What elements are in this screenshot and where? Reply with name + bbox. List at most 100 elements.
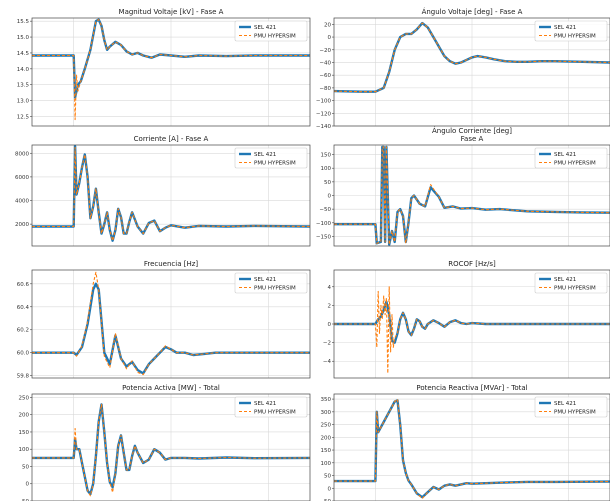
y-tick-label: 0 <box>328 486 332 492</box>
y-tick-label: 150 <box>321 448 332 454</box>
chart-panel-6: ROCOF [Hz/s] 4 2 0 −2 −4 SEL 421 PMU HYPERSIM <box>323 260 610 379</box>
series-pmu-hypersim-line <box>32 403 310 497</box>
y-tick-label: 60.6 <box>17 282 30 288</box>
y-tick-label: 200 <box>19 413 30 419</box>
y-tick-label: 100 <box>19 447 30 453</box>
legend-sel-label: SEL 421 <box>554 401 576 407</box>
plot-frame <box>31 144 311 247</box>
y-tick-label: 60.0 <box>17 351 30 357</box>
legend-box <box>534 20 608 42</box>
y-tick-label: 15.5 <box>17 19 30 25</box>
y-tick-label: 8000 <box>15 151 29 157</box>
chart-title: ROCOF [Hz/s] <box>448 260 496 268</box>
y-tick-label: −40 <box>319 60 331 66</box>
y-tick-label: 0 <box>328 322 332 328</box>
y-tick-label: 59.8 <box>17 374 30 380</box>
y-tick-label: 13.5 <box>17 83 30 89</box>
chart-panel-2: Ángulo Voltaje [deg] - Fase A 20 0 −20 −40 −6… <box>316 7 610 130</box>
y-tick-label: −100 <box>316 99 332 105</box>
y-tick-label: 100 <box>321 166 332 172</box>
legend-pmu-label: PMU HYPERSIM <box>254 34 296 40</box>
legend-box <box>534 272 608 294</box>
y-tick-label: 14.5 <box>17 51 30 57</box>
y-tick-label: 0 <box>328 35 332 41</box>
y-tick-label: 6000 <box>15 175 29 181</box>
chart-title: Ángulo Corriente [deg] <box>432 126 512 135</box>
series-pmu-hypersim-line <box>32 146 310 242</box>
chart-panel-1: Magnitud Voltaje [kV] - Fase A 12.5 13.0 13… <box>17 8 311 127</box>
y-tick-label: 50 <box>324 474 331 480</box>
series-pmu-hypersim-line <box>334 146 610 246</box>
y-tick-label: −100 <box>316 221 332 227</box>
y-tick-label: 2000 <box>15 222 29 228</box>
y-tick-label: −20 <box>319 48 331 54</box>
plot-frame <box>31 17 311 127</box>
series-pmu-hypersim-line <box>334 286 610 374</box>
legend-sel-label: SEL 421 <box>554 25 576 31</box>
y-tick-label: 0 <box>26 482 30 488</box>
y-tick-label: 150 <box>321 153 332 159</box>
series-pmu-hypersim-line <box>334 22 610 93</box>
legend-pmu-label: PMU HYPERSIM <box>554 286 596 292</box>
legend-sel-label: SEL 421 <box>254 401 276 407</box>
y-tick-label: 200 <box>321 435 332 441</box>
legend-pmu-label: PMU HYPERSIM <box>554 34 596 40</box>
y-tick-label: 60.4 <box>17 305 30 311</box>
plot-frame <box>333 269 610 379</box>
chart-title: Magnitud Voltaje [kV] - Fase A <box>119 8 224 16</box>
y-tick-label: 12.5 <box>17 114 30 120</box>
y-tick-label: −4 <box>323 359 332 365</box>
chart-title: Potencia Reactiva [MVAr] - Total <box>416 384 527 392</box>
y-tick-label: 20 <box>324 22 331 28</box>
chart-panel-3: Corriente [A] - Fase A 2000 4000 6000 8000 SE… <box>15 135 311 247</box>
chart-title: Potencia Activa [MW] - Total <box>122 384 220 392</box>
chart-title: Frecuencia [Hz] <box>144 260 199 268</box>
chart-panel-5: Frecuencia [Hz] 59.8 60.0 60.2 60.4 60.6 SEL 4… <box>17 260 311 380</box>
chart-panel-4: Ángulo Corriente [deg]Fase A 150 100 50 0 −50… <box>316 126 610 247</box>
y-tick-label: −120 <box>316 111 332 117</box>
plot-frame <box>333 144 610 247</box>
y-tick-label: 15.0 <box>17 35 30 41</box>
y-tick-label: −140 <box>316 124 332 130</box>
plot-frame <box>31 393 311 501</box>
series-pmu-hypersim-line <box>32 19 310 121</box>
y-tick-label: −50 <box>319 499 331 501</box>
y-tick-label: −150 <box>316 234 332 240</box>
y-tick-label: 13.0 <box>17 99 30 105</box>
y-tick-label: 60.2 <box>17 328 29 334</box>
chart-title: Ángulo Voltaje [deg] - Fase A <box>422 7 523 16</box>
plot-frame <box>31 269 311 379</box>
legend-sel-label: SEL 421 <box>254 25 276 31</box>
y-tick-label: −50 <box>319 207 331 213</box>
y-tick-label: 0 <box>328 194 332 200</box>
legend-sel-label: SEL 421 <box>254 277 276 283</box>
chart-title: Corriente [A] - Fase A <box>134 135 209 143</box>
y-tick-label: 300 <box>321 410 332 416</box>
y-tick-label: 50 <box>324 180 331 186</box>
legend-box <box>234 147 308 169</box>
y-tick-label: −60 <box>319 73 331 79</box>
y-tick-label: 100 <box>321 461 332 467</box>
legend-pmu-label: PMU HYPERSIM <box>554 410 596 416</box>
chart-panel-7: Potencia Activa [MW] - Total 250 200 150 100… <box>17 384 311 501</box>
y-tick-label: 2 <box>328 303 332 309</box>
legend-box <box>234 396 308 418</box>
legend-sel-label: SEL 421 <box>254 152 276 158</box>
legend-box <box>234 20 308 42</box>
legend-box <box>234 272 308 294</box>
legend-box <box>534 147 608 169</box>
y-tick-label: −50 <box>17 499 29 501</box>
y-tick-label: 250 <box>321 423 332 429</box>
plot-frame <box>333 393 610 501</box>
series-pmu-hypersim-line <box>334 398 610 500</box>
legend-sel-label: SEL 421 <box>554 277 576 283</box>
legend-pmu-label: PMU HYPERSIM <box>254 161 296 167</box>
legend-box <box>534 396 608 418</box>
y-tick-label: 14.0 <box>17 67 30 73</box>
legend-pmu-label: PMU HYPERSIM <box>254 410 296 416</box>
plot-frame <box>333 17 610 127</box>
legend-sel-label: SEL 421 <box>554 152 576 158</box>
series-pmu-hypersim-line <box>32 271 310 376</box>
legend-pmu-label: PMU HYPERSIM <box>554 161 596 167</box>
